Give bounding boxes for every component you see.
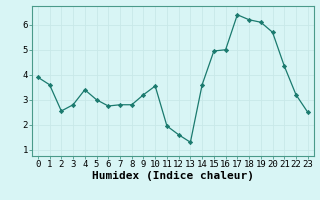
X-axis label: Humidex (Indice chaleur): Humidex (Indice chaleur) [92, 171, 254, 181]
